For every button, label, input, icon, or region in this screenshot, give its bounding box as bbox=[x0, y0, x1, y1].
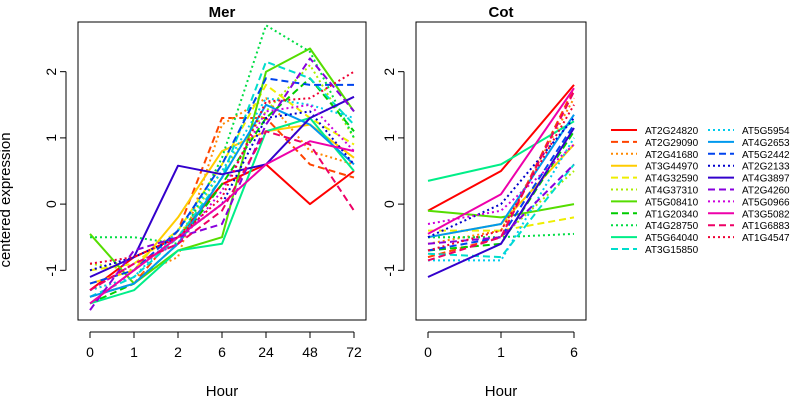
plot-frame-mer bbox=[77, 21, 367, 321]
panel-title-cot: Cot bbox=[489, 4, 514, 21]
y-tick-label-mer-3: 2 bbox=[43, 68, 59, 76]
x-tick-label-mer-6: 72 bbox=[346, 344, 362, 360]
y-axis-cot: -1 0 1 2 bbox=[381, 68, 405, 277]
legend-label-at4g32590: AT4G32590 bbox=[645, 174, 699, 185]
legend-label-at5g5954: AT5G5954 bbox=[742, 126, 790, 137]
x-axis-label-mer: Hour bbox=[206, 383, 239, 400]
legend: AT2G24820AT2G29090AT2G41680AT3G44970AT4G… bbox=[611, 126, 790, 256]
y-tick-label-mer-0: -1 bbox=[43, 264, 59, 277]
legend-label-at4g3897: AT4G3897 bbox=[742, 174, 790, 185]
y-tick-label-cot-2: 1 bbox=[381, 134, 397, 142]
legend-label-at5g2442: AT5G2442 bbox=[742, 150, 790, 161]
legend-label-at2g2133: AT2G2133 bbox=[742, 162, 790, 173]
series-line-mer-at1g4547 bbox=[89, 70, 355, 265]
series-line-mer-at4g2653 bbox=[89, 103, 355, 298]
series-line-cot-at4g2653 bbox=[427, 114, 575, 239]
y-tick-label-cot-1: 0 bbox=[381, 200, 397, 208]
series-line-mer-at5g5954 bbox=[89, 97, 355, 292]
legend-label-at4g2653: AT4G2653 bbox=[742, 138, 790, 149]
y-tick-label-cot-0: -1 bbox=[381, 264, 397, 277]
series-line-mer-at3g5082 bbox=[89, 140, 355, 305]
x-tick-label-mer-2: 2 bbox=[174, 344, 182, 360]
series-line-cot-at5g2442 bbox=[427, 124, 575, 252]
x-tick-label-mer-3: 6 bbox=[218, 344, 226, 360]
series-line-cot-at1g6883 bbox=[427, 91, 575, 262]
series-line-mer-at2g4260 bbox=[89, 57, 355, 311]
series-line-cot-at2g4260 bbox=[427, 163, 575, 245]
series-line-mer-at1g6883 bbox=[89, 130, 355, 292]
y-tick-label-mer-1: 0 bbox=[43, 200, 59, 208]
x-tick-label-mer-4: 24 bbox=[258, 344, 274, 360]
legend-label-at3g5082: AT3G5082 bbox=[742, 209, 790, 220]
x-tick-label-cot-1: 1 bbox=[497, 344, 505, 360]
x-tick-label-mer-5: 48 bbox=[302, 344, 318, 360]
series-line-mer-at4g28750 bbox=[90, 24, 355, 245]
legend-label-at5g0966: AT5G0966 bbox=[742, 197, 790, 208]
legend-label-at4g28750: AT4G28750 bbox=[645, 221, 699, 232]
x-tick-label-mer-1: 1 bbox=[130, 344, 138, 360]
series-line-cot-at5g08410 bbox=[427, 203, 575, 219]
x-axis-cot: 0 1 6 bbox=[424, 331, 578, 360]
series-layer-cot bbox=[427, 84, 575, 278]
legend-label-at5g64040: AT5G64040 bbox=[645, 233, 699, 244]
panel-cot: Cot -1 0 1 2 0 1 6 Hour bbox=[381, 4, 587, 400]
series-line-mer-at4g3897 bbox=[89, 95, 355, 278]
series-line-cot-at4g28750 bbox=[428, 232, 575, 239]
series-line-cot-at3g15850 bbox=[427, 163, 575, 259]
panel-title-mer: Mer bbox=[209, 4, 236, 21]
legend-label-at4g37310: AT4G37310 bbox=[645, 186, 699, 197]
x-axis-label-cot: Hour bbox=[485, 383, 518, 400]
y-tick-label-cot-3: 2 bbox=[381, 68, 397, 76]
panel-mer: Mer -1 0 1 2 0 1 2 6 24 48 72 Hour bbox=[43, 4, 367, 400]
legend-label-at1g6883: AT1G6883 bbox=[742, 221, 790, 232]
series-line-cot-at5g64040 bbox=[427, 120, 575, 182]
x-tick-label-mer-0: 0 bbox=[86, 344, 94, 360]
plot-frame-cot bbox=[415, 21, 587, 321]
x-tick-label-cot-2: 6 bbox=[570, 344, 578, 360]
series-line-cot-at2g29090 bbox=[427, 87, 575, 259]
y-tick-label-mer-2: 1 bbox=[43, 134, 59, 142]
series-line-mer-at5g0966 bbox=[89, 103, 355, 292]
legend-label-at2g24820: AT2G24820 bbox=[645, 126, 699, 137]
legend-label-at2g4260: AT2G4260 bbox=[742, 186, 790, 197]
y-axis-mer: -1 0 1 2 bbox=[43, 68, 67, 277]
legend-label-at1g4547: AT1G4547 bbox=[742, 233, 790, 244]
series-line-cot-at1g20340 bbox=[427, 130, 575, 252]
y-axis-label: centered expression bbox=[0, 132, 14, 267]
series-line-cot-at2g2133 bbox=[427, 117, 575, 239]
series-line-cot-at4g3897 bbox=[427, 127, 575, 278]
legend-label-at2g29090: AT2G29090 bbox=[645, 138, 699, 149]
x-axis-mer: 0 1 2 6 24 48 72 bbox=[86, 331, 362, 360]
x-tick-label-cot-0: 0 bbox=[424, 344, 432, 360]
legend-label-at3g44970: AT3G44970 bbox=[645, 162, 699, 173]
legend-label-at2g41680: AT2G41680 bbox=[645, 150, 699, 161]
legend-label-at1g20340: AT1G20340 bbox=[645, 209, 699, 220]
legend-label-at3g15850: AT3G15850 bbox=[645, 245, 699, 256]
series-line-cot-at3g5082 bbox=[427, 87, 575, 235]
legend-label-at5g08410: AT5G08410 bbox=[645, 197, 699, 208]
series-line-cot-at2g24820 bbox=[427, 84, 575, 212]
series-layer-mer bbox=[89, 24, 355, 311]
series-line-cot-at1g4547 bbox=[427, 104, 575, 252]
